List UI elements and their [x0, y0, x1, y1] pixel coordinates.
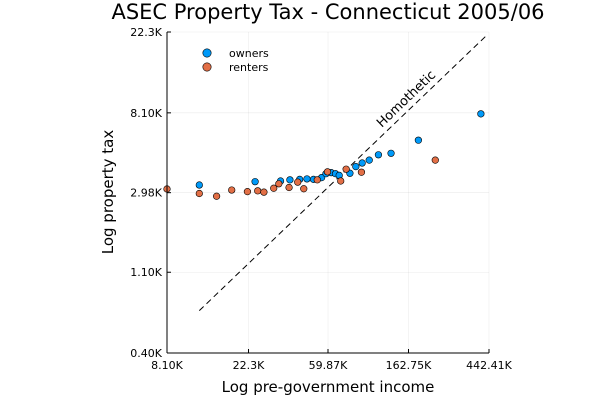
renters-point-9	[285, 183, 293, 192]
x-tick-label-4: 442.41K	[466, 359, 512, 372]
owners-point-3	[286, 176, 294, 184]
renters-point-2	[212, 192, 221, 200]
renters-point-12	[313, 176, 321, 184]
owners-point-16	[374, 151, 383, 159]
renters-point-13	[323, 168, 332, 176]
tick-labels: 8.10K 22.3K 59.87K 162.75K 442.41K 0.40K 1.10K…	[130, 26, 512, 372]
x-tick-label-2: 59.87K	[309, 359, 348, 372]
axes	[166, 31, 490, 354]
owners-point-1	[251, 178, 259, 186]
legend-marker-owners	[202, 48, 212, 58]
homothetic-line	[198, 34, 488, 311]
renters-point-1	[195, 189, 203, 198]
legend-label-owners: owners	[229, 47, 269, 60]
renters-point-3	[228, 186, 236, 194]
renters-point-16	[357, 168, 366, 176]
owners-point-0	[195, 181, 203, 189]
legend-label-renters: renters	[229, 61, 269, 74]
legend-marker-renters	[202, 62, 212, 72]
y-tick-label-4: 22.3K	[130, 26, 162, 39]
data-points	[163, 110, 485, 200]
y-axis-label: Log property tax	[99, 130, 117, 255]
renters-point-7	[270, 184, 278, 192]
owners-point-17	[387, 149, 395, 157]
renters-point-14	[337, 177, 345, 185]
owners-point-19	[477, 110, 485, 118]
owners-point-18	[414, 136, 422, 144]
owners-point-5	[303, 175, 311, 183]
renters-point-8	[275, 180, 283, 188]
renters-point-15	[342, 165, 350, 173]
owners-point-13	[352, 163, 360, 171]
x-tick-label-0: 8.10K	[151, 359, 183, 372]
renters-point-17	[431, 156, 439, 164]
owners-point-15	[365, 156, 373, 164]
renters-point-10	[294, 178, 302, 186]
x-tick-label-3: 162.75K	[386, 359, 432, 372]
x-tick-label-1: 22.3K	[233, 359, 265, 372]
x-axis-label: Log pre-government income	[222, 378, 435, 396]
renters-point-11	[300, 185, 308, 193]
chart-title: ASEC Property Tax - Connecticut 2005/06	[111, 0, 544, 24]
owners-point-14	[358, 159, 366, 167]
renters-point-5	[254, 187, 262, 195]
y-tick-label-1: 1.10K	[130, 266, 162, 279]
renters-point-4	[243, 188, 252, 196]
y-tick-label-0: 0.40K	[130, 347, 162, 360]
y-tick-label-2: 2.98K	[130, 187, 162, 200]
renters-point-6	[260, 188, 268, 196]
y-tick-label-3: 8.10K	[130, 107, 162, 120]
